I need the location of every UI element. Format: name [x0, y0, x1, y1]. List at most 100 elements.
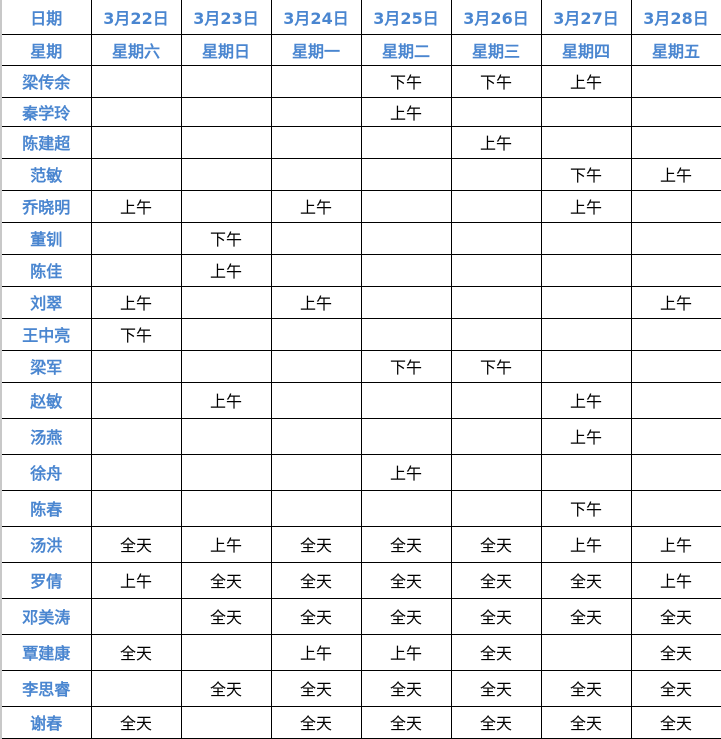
schedule-cell [90, 489, 182, 527]
schedule-cell: 全天 [540, 561, 632, 599]
schedule-cell [270, 381, 362, 419]
date-header-cell: 3月22日 [90, 0, 182, 35]
schedule-cell [90, 381, 182, 419]
person-name: 秦学玲 [0, 96, 92, 127]
schedule-cell: 上午 [360, 633, 452, 671]
schedule-cell [270, 64, 362, 98]
table-row: 邓美涛 全天 全天 全天 全天 全天 全天 [0, 597, 721, 635]
schedule-cell [360, 489, 452, 527]
person-name: 赵敏 [0, 381, 92, 419]
weekday-header-cell: 星期四 [540, 33, 632, 66]
schedule-cell [90, 96, 182, 127]
person-name: 王中亮 [0, 317, 92, 351]
table-row: 王中亮 下午 [0, 317, 721, 351]
schedule-cell [360, 317, 452, 351]
table-row: 刘翠 上午 上午 上午 [0, 285, 721, 319]
schedule-cell [540, 221, 632, 255]
date-header-cell: 3月24日 [270, 0, 362, 35]
schedule-cell [630, 125, 721, 159]
person-name: 谢春 [0, 705, 92, 739]
schedule-cell: 上午 [90, 189, 182, 223]
person-name: 邓美涛 [0, 597, 92, 635]
schedule-cell: 全天 [270, 561, 362, 599]
schedule-cell: 上午 [180, 525, 272, 563]
schedule-cell: 全天 [180, 561, 272, 599]
schedule-cell: 上午 [630, 157, 721, 191]
table-row: 董钏 下午 [0, 221, 721, 255]
table-row: 陈佳 上午 [0, 253, 721, 287]
schedule-cell [180, 453, 272, 491]
schedule-cell [540, 125, 632, 159]
person-name: 刘翠 [0, 285, 92, 319]
table-row: 赵敏 上午 上午 [0, 381, 721, 419]
schedule-cell [630, 253, 721, 287]
weekday-header-cell: 星期六 [90, 33, 182, 66]
schedule-cell [450, 96, 542, 127]
schedule-cell: 下午 [540, 157, 632, 191]
schedule-cell [630, 221, 721, 255]
table-row: 乔晓明 上午 上午 上午 [0, 189, 721, 223]
person-name: 陈建超 [0, 125, 92, 159]
weekday-label: 星期 [0, 33, 92, 66]
schedule-cell [630, 317, 721, 351]
schedule-cell: 上午 [180, 381, 272, 419]
weekday-header-cell: 星期五 [630, 33, 721, 66]
weekday-header-cell: 星期三 [450, 33, 542, 66]
schedule-cell [180, 125, 272, 159]
schedule-cell: 全天 [540, 669, 632, 707]
schedule-cell [90, 669, 182, 707]
schedule-cell [450, 189, 542, 223]
schedule-cell: 上午 [540, 189, 632, 223]
schedule-cell: 全天 [450, 597, 542, 635]
schedule-cell: 全天 [360, 525, 452, 563]
schedule-cell [270, 253, 362, 287]
schedule-cell: 全天 [540, 597, 632, 635]
schedule-cell: 全天 [630, 597, 721, 635]
weekday-header-cell: 星期一 [270, 33, 362, 66]
schedule-cell: 全天 [180, 669, 272, 707]
schedule-cell: 全天 [270, 525, 362, 563]
schedule-cell: 下午 [360, 64, 452, 98]
schedule-cell [630, 381, 721, 419]
schedule-cell [180, 96, 272, 127]
schedule-cell: 全天 [180, 597, 272, 635]
schedule-cell [630, 189, 721, 223]
schedule-cell: 上午 [180, 253, 272, 287]
person-name: 梁军 [0, 349, 92, 383]
schedule-cell: 全天 [360, 705, 452, 739]
weekday-header-cell: 星期二 [360, 33, 452, 66]
schedule-cell [360, 157, 452, 191]
schedule-cell: 上午 [360, 96, 452, 127]
schedule-cell [630, 489, 721, 527]
schedule-cell [90, 125, 182, 159]
schedule-cell: 上午 [540, 525, 632, 563]
schedule-cell: 全天 [360, 561, 452, 599]
schedule-cell: 全天 [270, 597, 362, 635]
schedule-cell [90, 253, 182, 287]
schedule-cell [180, 349, 272, 383]
schedule-cell: 下午 [90, 317, 182, 351]
table-row: 范敏 下午 上午 [0, 157, 721, 191]
schedule-cell [270, 221, 362, 255]
schedule-cell: 全天 [630, 633, 721, 671]
schedule-cell: 全天 [270, 705, 362, 739]
schedule-cell [90, 417, 182, 455]
date-header-cell: 3月25日 [360, 0, 452, 35]
schedule-cell: 下午 [180, 221, 272, 255]
schedule-cell [180, 189, 272, 223]
schedule-cell [450, 285, 542, 319]
schedule-cell: 上午 [630, 561, 721, 599]
schedule-cell [360, 285, 452, 319]
schedule-cell [360, 189, 452, 223]
schedule-cell [90, 157, 182, 191]
schedule-cell: 下午 [450, 64, 542, 98]
schedule-cell: 上午 [270, 285, 362, 319]
table-row: 罗倩 上午 全天 全天 全天 全天 全天 上午 [0, 561, 721, 599]
schedule-cell [450, 157, 542, 191]
date-header-cell: 3月23日 [180, 0, 272, 35]
schedule-cell [180, 64, 272, 98]
schedule-cell [180, 317, 272, 351]
schedule-cell: 上午 [540, 64, 632, 98]
